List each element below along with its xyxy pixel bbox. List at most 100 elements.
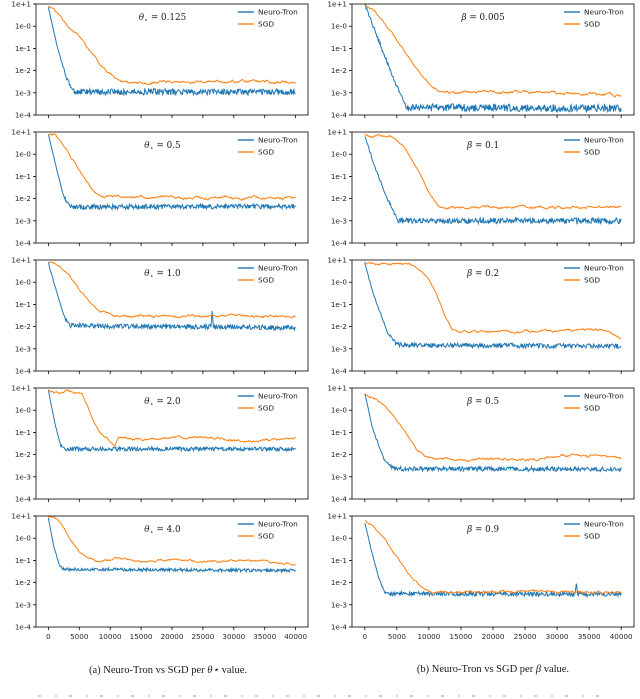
legend-label: SGD: [258, 20, 274, 29]
y-tick-label: 1e-1: [15, 556, 31, 565]
subplot-title: β = 0.5: [466, 397, 499, 407]
series-line-sgd: [48, 261, 296, 319]
y-tick-label: 1e-3: [331, 600, 347, 609]
series-line-neuro-tron: [47, 389, 296, 453]
y-tick-label: 1e-3: [331, 216, 347, 225]
y-tick-label: 1e-2: [331, 66, 347, 75]
subplot-title: θ⋆ = 4.0: [144, 525, 181, 536]
y-tick-label: 1e-4: [331, 495, 348, 504]
series-line-sgd: [364, 133, 622, 210]
series-line-neuro-tron: [364, 261, 622, 351]
subplot-beta-0.9: 1e+1 1e-0 1e-1 1e-2 1e-3 1e-4 0 5000 10000 15000 2…: [327, 512, 635, 641]
x-tick-label: 25000: [514, 632, 537, 641]
y-tick-label: 1e-4: [331, 111, 348, 120]
y-tick-label: 1e+1: [327, 128, 347, 137]
x-tick-label: 10000: [417, 632, 440, 641]
caption-b: (b) Neuro-Tron vs SGD per β value.: [345, 664, 640, 675]
legend-label: SGD: [258, 404, 274, 413]
cropped-text-line: [38, 695, 608, 697]
subplot-title: θ⋆ = 0.125: [139, 13, 187, 24]
series-line-sgd: [48, 516, 296, 566]
series-line-sgd: [364, 520, 622, 595]
series-line-neuro-tron: [47, 134, 297, 211]
subplot-title: θ⋆ = 2.0: [144, 397, 181, 408]
series-line-neuro-tron: [47, 261, 296, 332]
y-tick-label: 1e-2: [15, 322, 31, 331]
x-tick-label: 20000: [161, 632, 184, 641]
x-tick-label: 35000: [578, 632, 601, 641]
y-tick-label: 1e-3: [331, 344, 347, 353]
caption-a: (a) Neuro-Tron vs SGD per θ⋆ value.: [16, 664, 320, 676]
y-tick-label: 1e-1: [15, 300, 31, 309]
y-tick-label: 1e-3: [15, 472, 31, 481]
legend-label: Neuro-Tron: [584, 392, 624, 401]
subplot-beta-0.5: 1e+1 1e-0 1e-1 1e-2 1e-3 1e-4 β = 0.5 Neuro-Tro…: [327, 384, 635, 504]
y-tick-label: 1e-0: [15, 22, 32, 31]
series-line-neuro-tron: [47, 7, 296, 97]
y-tick-label: 1e-1: [331, 556, 347, 565]
y-tick-label: 1e-0: [331, 278, 348, 287]
y-tick-label: 1e-0: [15, 150, 32, 159]
subplot-theta-2.0: 1e+1 1e-0 1e-1 1e-2 1e-3 1e-4 θ⋆ = 2.0 Neuro-Tr…: [11, 384, 309, 504]
legend-label: SGD: [584, 276, 600, 285]
caption-b-symbol: β: [535, 664, 542, 675]
x-tick-label: 15000: [130, 632, 153, 641]
y-tick-label: 1e+1: [11, 128, 31, 137]
y-tick-label: 1e-1: [331, 44, 347, 53]
legend-label: Neuro-Tron: [584, 520, 624, 529]
subplot-beta-0.005: 1e+1 1e-0 1e-1 1e-2 1e-3 1e-4 β = 0.005 Neuro-T…: [327, 0, 635, 120]
legend-label: SGD: [258, 532, 274, 541]
series-line-neuro-tron: [364, 393, 622, 473]
subplot-title: β = 0.005: [461, 13, 505, 23]
caption-b-prefix: (b) Neuro-Tron vs SGD per: [416, 664, 536, 675]
x-tick-label: 0: [46, 632, 51, 641]
x-tick-label: 5000: [70, 632, 89, 641]
legend-label: Neuro-Tron: [584, 8, 624, 17]
x-tick-label: 40000: [610, 632, 633, 641]
subplot-grid: 1e+1 1e-0 1e-1 1e-2 1e-3 1e-4 θ⋆ = 0.125 Neuro-…: [11, 0, 635, 641]
y-tick-label: 1e-2: [15, 194, 31, 203]
y-tick-label: 1e-3: [15, 216, 31, 225]
subplot-beta-0.1: 1e+1 1e-0 1e-1 1e-2 1e-3 1e-4 β = 0.1 Neuro-Tro…: [327, 128, 635, 248]
y-tick-label: 1e-0: [331, 150, 348, 159]
y-tick-label: 1e-2: [331, 194, 347, 203]
y-tick-label: 1e-1: [331, 428, 347, 437]
y-tick-label: 1e-2: [331, 450, 347, 459]
x-tick-label: 30000: [222, 632, 245, 641]
y-tick-label: 1e-1: [331, 300, 347, 309]
x-tick-label: 5000: [388, 632, 407, 641]
series-line-sgd: [47, 133, 296, 201]
series-line-sgd: [364, 262, 622, 340]
y-tick-label: 1e-1: [15, 44, 31, 53]
legend-label: SGD: [584, 148, 600, 157]
y-tick-label: 1e-1: [15, 172, 31, 181]
x-tick-label: 25000: [191, 632, 214, 641]
y-tick-label: 1e-2: [331, 578, 347, 587]
series-line-neuro-tron: [364, 136, 622, 226]
subplot-theta-0.5: 1e+1 1e-0 1e-1 1e-2 1e-3 1e-4 θ⋆ = 0.5 Neuro-Tr…: [11, 128, 309, 248]
y-tick-label: 1e+1: [11, 512, 31, 521]
subplot-title: θ⋆ = 0.5: [144, 141, 180, 152]
y-tick-label: 1e-4: [15, 367, 32, 376]
y-tick-label: 1e-3: [15, 600, 31, 609]
legend-label: Neuro-Tron: [584, 136, 624, 145]
caption-a-symbol: θ⋆: [207, 665, 220, 676]
x-tick-label: 15000: [450, 632, 473, 641]
x-tick-label: 30000: [546, 632, 569, 641]
legend-label: Neuro-Tron: [584, 264, 624, 273]
subplot-theta-4.0: 1e+1 1e-0 1e-1 1e-2 1e-3 1e-4 0 5000 10000 15000 2…: [11, 512, 309, 641]
x-tick-label: 10000: [99, 632, 122, 641]
legend-label: SGD: [584, 532, 600, 541]
y-tick-label: 1e-0: [331, 534, 348, 543]
y-tick-label: 1e-4: [15, 111, 32, 120]
x-tick-label: 20000: [482, 632, 505, 641]
y-tick-label: 1e-2: [15, 578, 31, 587]
legend-label: Neuro-Tron: [258, 520, 298, 529]
y-tick-label: 1e-0: [331, 406, 348, 415]
y-tick-label: 1e-2: [15, 66, 31, 75]
legend-label: SGD: [258, 276, 274, 285]
caption-b-suffix: value.: [541, 664, 570, 675]
y-tick-label: 1e-0: [15, 406, 32, 415]
subplot-beta-0.2: 1e+1 1e-0 1e-1 1e-2 1e-3 1e-4 β = 0.2 Neuro-Tro…: [327, 256, 635, 376]
